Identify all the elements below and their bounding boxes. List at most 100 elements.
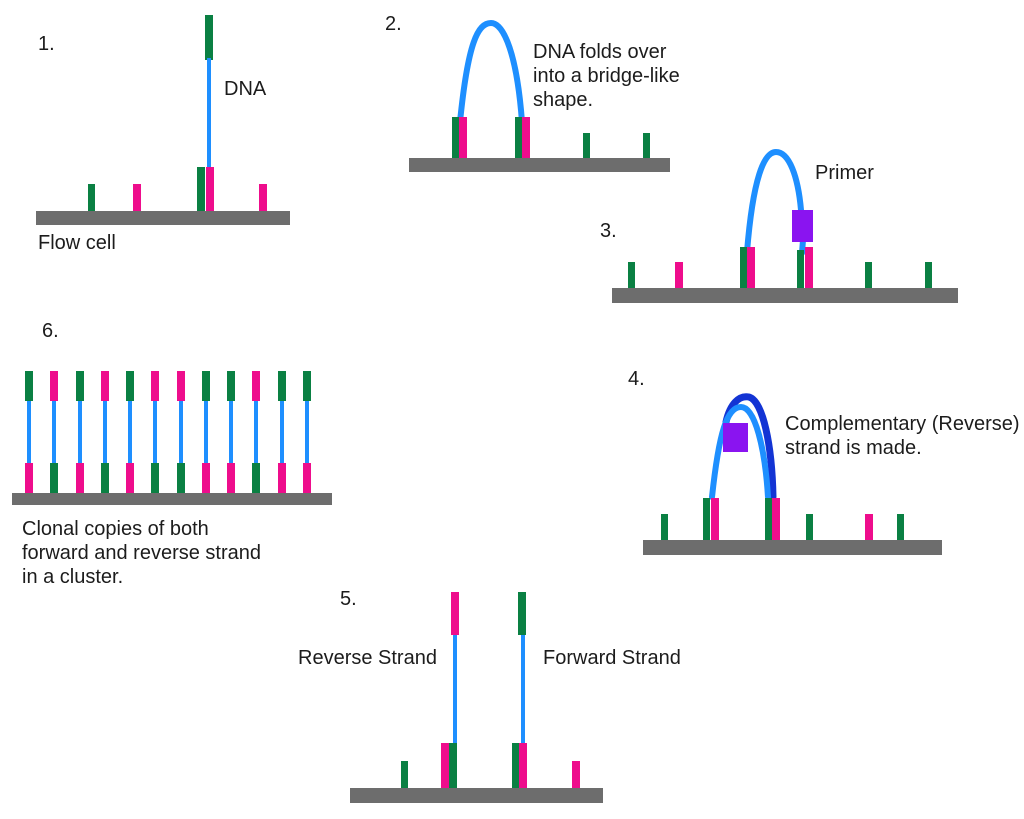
strand-top-cap — [25, 371, 33, 401]
caption-line: in a cluster. — [22, 566, 124, 588]
cluster-strand — [303, 371, 311, 493]
cluster-strand — [202, 371, 210, 493]
step1-number: 1. — [38, 33, 55, 55]
step2-number: 2. — [385, 13, 402, 35]
oligo-green — [628, 262, 635, 288]
oligo-green — [806, 514, 813, 540]
strand-bottom-cap — [25, 463, 33, 493]
anchored-oligo-green — [197, 167, 205, 211]
oligo-green — [583, 133, 590, 158]
step4-caption: Complementary (Reverse) strand is made. — [785, 412, 1020, 460]
strand-top-cap — [303, 371, 311, 401]
reverse-strand-base-pink — [441, 743, 449, 788]
caption-line: shape. — [533, 89, 594, 111]
forward-strand — [521, 635, 525, 745]
flow-cell-bar — [409, 158, 670, 172]
strand-bottom-cap — [227, 463, 235, 493]
oligo-green — [925, 262, 932, 288]
strand-body — [103, 401, 107, 463]
anchored-oligo-green — [449, 743, 457, 788]
flow-cell-label: Flow cell — [38, 232, 116, 254]
strand-top-cap — [278, 371, 286, 401]
forward-strand-base-pink — [519, 743, 527, 788]
anchored-oligo-pink — [747, 247, 755, 288]
strand-top-cap — [151, 371, 159, 401]
strand-body — [204, 401, 208, 463]
strand-bottom-cap — [303, 463, 311, 493]
oligo-green — [401, 761, 408, 788]
anchored-oligo-green — [797, 250, 804, 288]
strand-top-cap — [76, 371, 84, 401]
anchored-oligo-green — [515, 117, 522, 158]
anchored-oligo-pink — [772, 498, 780, 540]
strand-bottom-cap — [177, 463, 185, 493]
oligo-green — [88, 184, 95, 211]
step6-scene: 6. Clonal copies of both forward and rev… — [10, 315, 350, 588]
oligo-green — [865, 262, 872, 288]
strand-body — [128, 401, 132, 463]
dna-template-strand — [207, 58, 211, 168]
flow-cell-bar — [350, 788, 603, 803]
cluster-strand — [101, 371, 109, 493]
strand-top-cap — [101, 371, 109, 401]
cluster-strand — [25, 371, 33, 493]
anchored-oligo-green — [765, 498, 772, 540]
strand-top-cap — [252, 371, 260, 401]
caption-line: strand is made. — [785, 437, 922, 459]
oligo-green — [897, 514, 904, 540]
step1-scene: 1. DNA Flow cell — [30, 10, 300, 260]
flow-cell-bar — [36, 211, 290, 225]
step5-number: 5. — [340, 588, 357, 610]
strand-body — [305, 401, 309, 463]
reverse-strand — [453, 635, 457, 745]
strand-bottom-cap — [278, 463, 286, 493]
cluster-strand — [227, 371, 235, 493]
strand-bottom-cap — [101, 463, 109, 493]
oligo-pink — [259, 184, 267, 211]
step4-scene: 4. Complementary (Reverse) strand is mad… — [620, 360, 1024, 570]
step6-caption: Clonal copies of both forward and revers… — [22, 517, 261, 589]
anchored-oligo-green — [740, 247, 747, 288]
strand-body — [254, 401, 258, 463]
anchored-oligo-green — [512, 743, 519, 788]
strand-top-cap — [202, 371, 210, 401]
strand-bottom-cap — [50, 463, 58, 493]
strand-top-cap — [126, 371, 134, 401]
strand-body — [229, 401, 233, 463]
strand-body — [78, 401, 82, 463]
primer-square — [723, 423, 748, 452]
template-strand-arch — [709, 403, 771, 500]
step6-number: 6. — [42, 320, 59, 342]
strand-top-cap — [227, 371, 235, 401]
caption-line: Clonal copies of both — [22, 518, 209, 540]
anchored-oligo-pink — [522, 117, 530, 158]
forward-strand-label: Forward Strand — [543, 647, 681, 669]
dna-top-adapter-green — [205, 15, 213, 60]
primer-label: Primer — [815, 162, 874, 184]
oligo-pink — [133, 184, 141, 211]
anchored-oligo-pink — [459, 117, 467, 158]
step3-scene: 3. Primer — [595, 140, 1024, 310]
oligo-pink — [865, 514, 873, 540]
cluster-strand — [177, 371, 185, 493]
strand-top-cap — [50, 371, 58, 401]
cluster-strand — [252, 371, 260, 493]
anchored-oligo-pink — [711, 498, 719, 540]
oligo-pink — [572, 761, 580, 788]
cluster-strands — [10, 315, 350, 495]
step5-scene: 5. Reverse Strand Forward Strand — [290, 585, 710, 810]
cluster-strand — [76, 371, 84, 493]
strand-top-cap — [177, 371, 185, 401]
caption-line: Complementary (Reverse) — [785, 413, 1020, 435]
strand-body — [179, 401, 183, 463]
strand-bottom-cap — [126, 463, 134, 493]
caption-line: forward and reverse strand — [22, 542, 262, 564]
flow-cell-bar — [12, 493, 332, 505]
cluster-strand — [278, 371, 286, 493]
reverse-strand-label: Reverse Strand — [298, 647, 437, 669]
dna-bottom-adapter-pink — [206, 167, 214, 211]
strand-bottom-cap — [202, 463, 210, 493]
reverse-strand-top-pink — [451, 592, 459, 635]
strand-body — [280, 401, 284, 463]
step3-number: 3. — [600, 220, 617, 242]
